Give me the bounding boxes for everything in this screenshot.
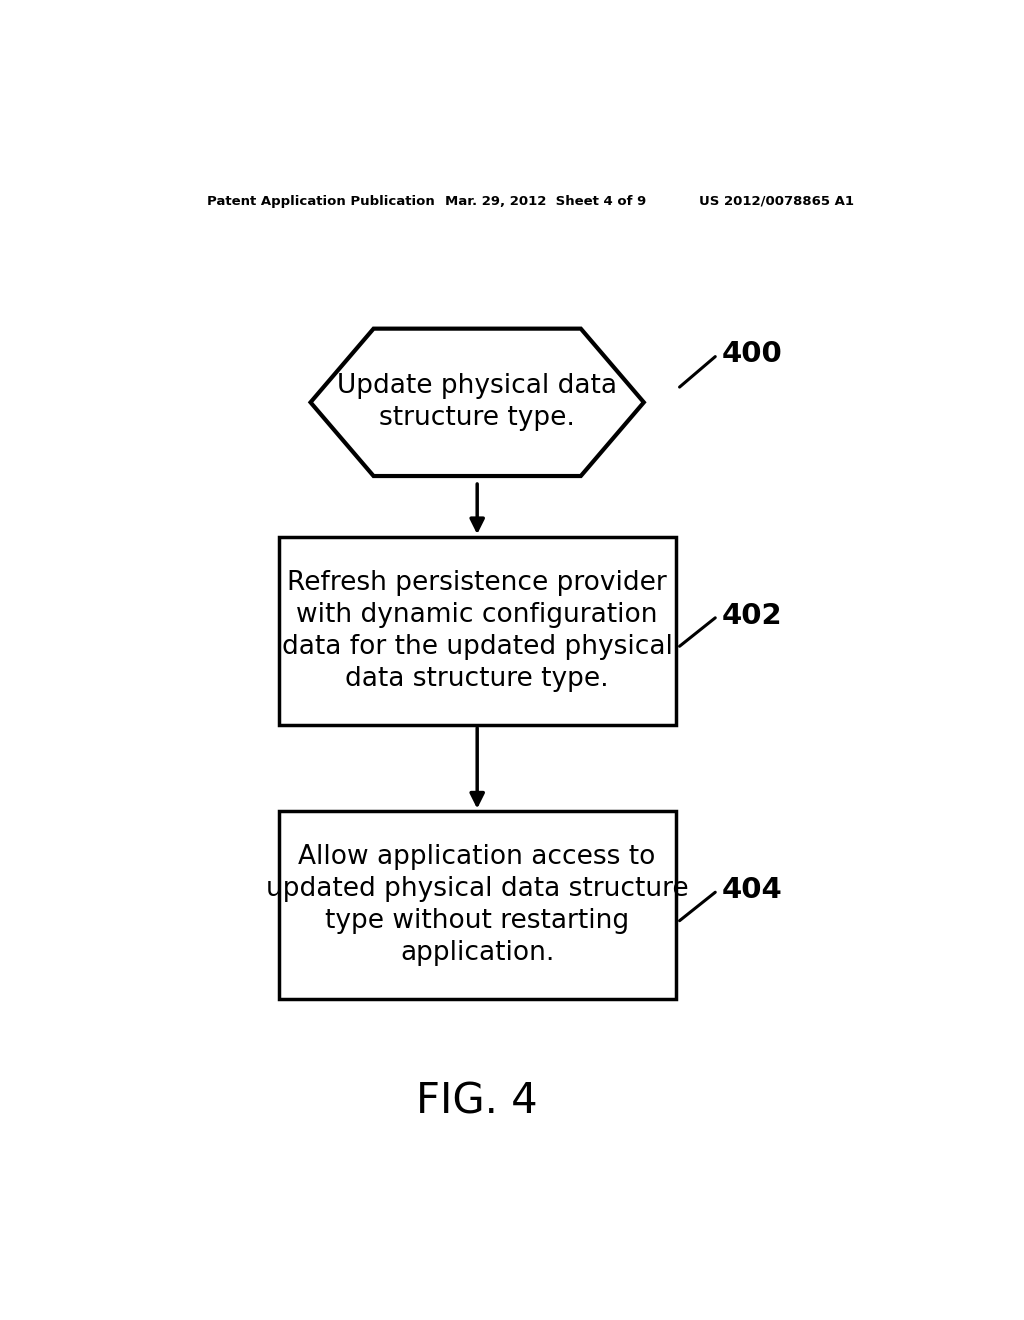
- Polygon shape: [310, 329, 644, 477]
- Text: Mar. 29, 2012  Sheet 4 of 9: Mar. 29, 2012 Sheet 4 of 9: [445, 194, 647, 207]
- Text: US 2012/0078865 A1: US 2012/0078865 A1: [699, 194, 854, 207]
- Text: 402: 402: [722, 602, 782, 630]
- Text: Patent Application Publication: Patent Application Publication: [207, 194, 435, 207]
- Bar: [279, 537, 676, 725]
- Text: Refresh persistence provider
with dynamic configuration
data for the updated phy: Refresh persistence provider with dynami…: [282, 570, 673, 692]
- Text: Allow application access to
updated physical data structure
type without restart: Allow application access to updated phys…: [266, 845, 688, 966]
- Text: Update physical data
structure type.: Update physical data structure type.: [337, 374, 617, 432]
- Text: 400: 400: [722, 339, 782, 367]
- Bar: [279, 812, 676, 999]
- Text: FIG. 4: FIG. 4: [417, 1081, 538, 1122]
- Text: 404: 404: [722, 876, 782, 904]
